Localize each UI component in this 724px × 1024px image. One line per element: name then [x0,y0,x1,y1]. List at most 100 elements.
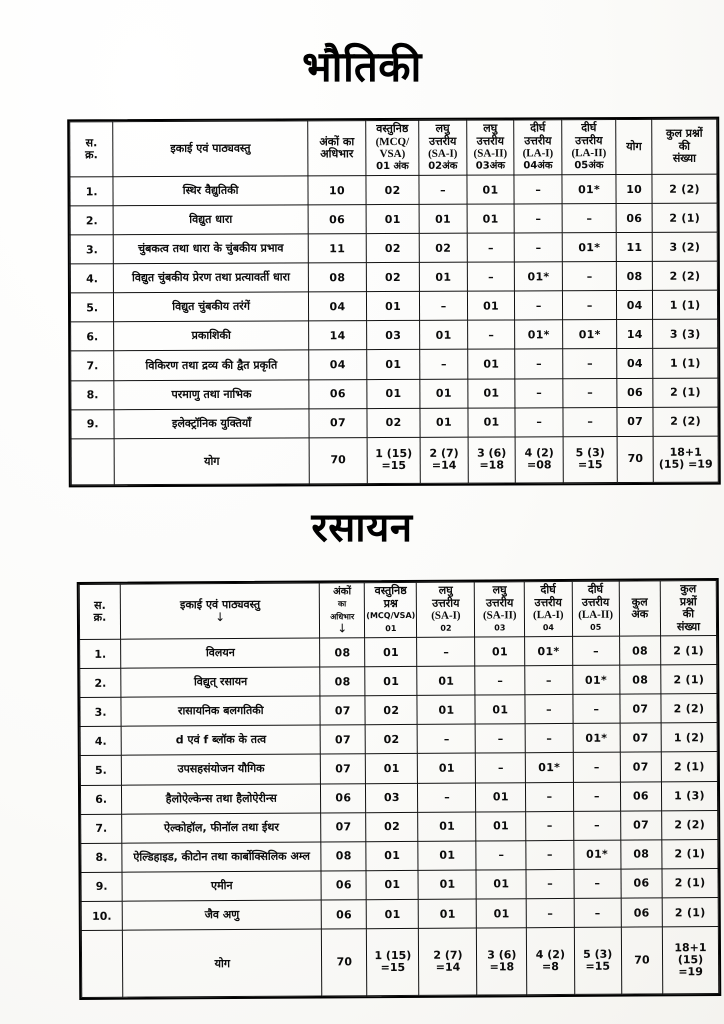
cell-sa-2: 01 [476,898,527,929]
cell-weightage: 08 [308,262,367,293]
cell-sa-1: 01 [419,204,467,234]
cell-weightage: 07 [320,754,366,784]
cell-sum: 07 [620,752,662,782]
cell-mcq: 01 [364,637,418,667]
cell-mcq: 01 [365,753,418,784]
cell-la-1: – [514,349,563,379]
table-row: 5. विद्युत चुंबकीय तरंगें 04 01–01– –04 1 (1) [70,290,718,323]
table-row: 6. हैलोऐल्केन्स तथा हैलोऐरीन्स 06 03–01– –06… [80,781,718,815]
chemistry-table-body: 1. विलयन 08 01–01 01* –08 2 (1) 2. विद्युत् रसाय… [79,635,719,998]
physics-section-title: भौतिकी [302,42,422,91]
cell-la-1: – [514,174,562,205]
row-serial-number: 2. [70,205,114,236]
cell-sa-2: 01 [476,811,527,841]
cell-sum: 11 [616,232,653,262]
cell-la-1: – [515,378,563,408]
col-header-sa1: लघु उत्तरीय (SA-I) 02अंक [418,120,467,176]
total-sum: 70 [617,436,654,483]
row-serial-number: 7. [70,351,115,381]
cell-sum: 07 [617,406,654,437]
cell-question-count: 2 (1) [661,839,718,869]
row-serial-number: 5. [80,755,122,785]
cell-sa-2: 01 [475,782,526,812]
cell-question-count: 1 (3) [661,781,718,811]
table-row: 1. स्थिर वैद्युतिकी 10 02–01–01* 10 2 (2) [69,174,718,206]
cell-la-2: 01* [573,839,621,870]
cell-sum: 06 [620,897,663,928]
cell-mcq: 02 [365,724,418,755]
cell-sum: 06 [620,868,663,899]
cell-la-1: – [525,723,573,754]
row-serial-number: 4. [70,263,114,294]
col-header-question-count: कुल प्रश्नों की संख्या [651,119,717,175]
cell-mcq: 01 [366,349,420,380]
row-serial-number: 3. [70,234,114,265]
cell-sa-1: 01 [420,407,468,438]
chemistry-section-title: रसायन [311,505,413,551]
table-row: 6. प्रकाशिकी 14 03 01–01* 01* 14 3 (3) [70,319,718,352]
col-header-sa2: लघु उत्तरीय (SA-II) 03अंक [466,119,515,176]
cell-sa-1: – [417,724,476,754]
cell-sa-1: – [419,349,468,379]
cell-la-1: 01* [525,752,573,783]
cell-la-1: – [514,291,563,321]
cell-sum: 14 [616,319,653,349]
cell-sa-1: 01 [417,666,476,696]
total-sa-1: 2 (7) =14 [420,436,468,484]
cell-mcq: 02 [365,695,418,726]
row-topic-name: स्थिर वैद्युतिकी [113,175,308,206]
cell-sa-2: – [467,320,515,350]
total-row: योग 70 1 (15) =15 2 (7) =14 3 (6) =18 4 (2) =… [71,435,719,485]
cell-weightage: 08 [321,841,367,871]
total-sa-2: 3 (6) =18 [467,436,516,484]
cell-la-2: – [572,694,620,724]
cell-weightage: 04 [308,350,367,380]
cell-sa-2: – [466,233,515,263]
cell-mcq: 02 [366,233,420,263]
total-la-1: 4 (2) =08 [515,436,564,483]
row-serial-number: 9. [81,872,123,902]
cell-sa-2: 01 [475,694,526,725]
down-arrow-icon: ↓ [215,609,226,624]
cell-la-2: – [562,348,618,379]
cell-mcq: 01 [366,204,420,234]
cell-la-2: 01* [561,174,617,204]
row-serial-number: 5. [70,293,114,323]
cell-question-count: 2 (1) [652,377,718,407]
cell-sum: 08 [616,261,653,291]
cell-mcq: 02 [365,812,419,842]
total-weightage: 70 [308,437,368,484]
row-serial-number: 7. [80,813,122,844]
cell-mcq: 01 [366,899,419,929]
table-row: 4. d एवं f ब्लॉक के तत्व 07 02– – –01* 07 1 (2) [80,722,718,756]
cell-la-2: 01* [572,665,620,695]
cell-sum: 07 [619,723,662,753]
total-la-2: 5 (3) =15 [562,436,618,483]
cell-mcq: 01 [366,841,419,871]
cell-mcq: 02 [366,408,421,438]
cell-sum: 07 [619,694,662,724]
cell-weightage: 11 [308,233,367,264]
cell-la-2: – [562,261,617,292]
cell-question-count: 2 (1) [661,868,719,898]
table-row: 7. विकिरण तथा द्रव्य की द्वैत प्रकृति 04 01… [70,348,718,381]
col-header-weightage: अंकों का अधिभार ↓ [319,582,365,638]
col-header-sa2: लघु उत्तरीय (SA-II) 03 [474,581,525,638]
cell-sa-2: 01 [474,636,525,667]
row-topic-name: इलेक्ट्रॉनिक युक्तियाँ [114,408,309,439]
cell-la-2: – [573,898,622,928]
total-label: योग [114,437,310,485]
cell-mcq: 01 [366,870,419,900]
cell-sa-1: 01 [419,262,468,292]
row-topic-name: परमाणु तथा नाभिक [114,379,309,410]
total-label: योग [122,929,323,998]
cell-sa-1: – [419,291,468,321]
col-header-la2: दीर्घ उत्तरीय (LA-II) 05अंक [561,119,617,175]
total-spacer [71,438,115,485]
cell-la-1: 01* [514,262,563,292]
cell-la-1: – [526,840,574,870]
col-header-mcq: वस्तुनिष्ठ प्रश्न (MCQ/VSA) 01 [364,582,418,638]
cell-sa-2: – [467,262,515,292]
cell-la-2: – [561,203,617,233]
